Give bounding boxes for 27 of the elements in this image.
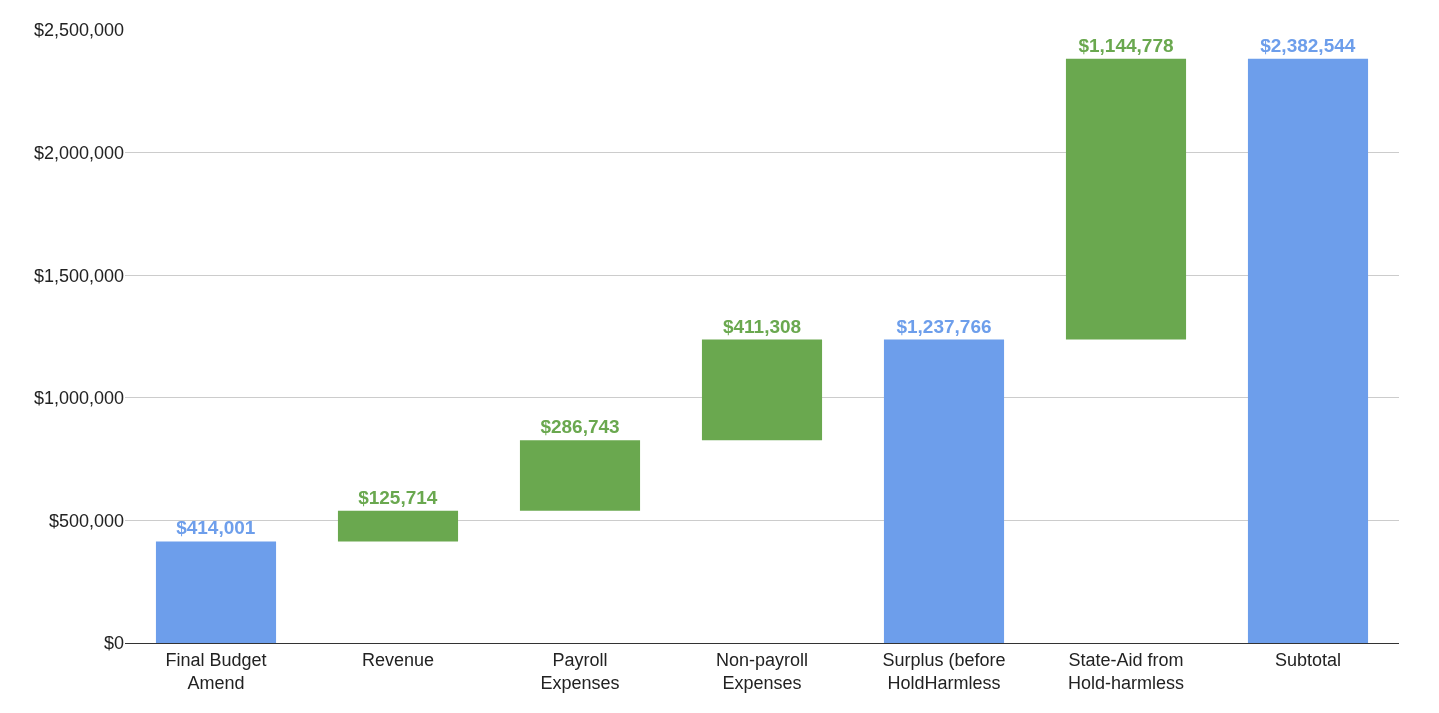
data-label: $1,144,778 (1078, 34, 1174, 56)
bar (883, 339, 1005, 643)
data-label: $1,237,766 (896, 315, 992, 337)
data-label: $411,308 (722, 315, 802, 337)
y-tick-label: $2,500,000 (33, 20, 124, 41)
y-tick-label: $1,500,000 (33, 265, 124, 286)
x-tick-label: Final Budget Amend (165, 649, 267, 693)
bar (1065, 58, 1187, 340)
y-tick-label: $500,000 (48, 510, 124, 531)
x-tick-label: Surplus (before HoldHarmless (882, 649, 1006, 693)
x-tick-label: State-Aid from Hold-harmless (1067, 649, 1185, 693)
data-label: $125,714 (358, 486, 438, 508)
y-tick-label: $0 (103, 633, 124, 654)
x-tick-label: Subtotal (1274, 649, 1342, 670)
x-tick-label: Payroll Expenses (540, 649, 620, 693)
bar (1247, 58, 1369, 643)
data-label: $414,001 (176, 517, 256, 539)
bar (519, 440, 641, 511)
bar (155, 541, 277, 643)
y-tick-label: $1,000,000 (33, 388, 124, 409)
bar (701, 339, 823, 441)
x-tick-label: Non-payroll Expenses (715, 649, 809, 693)
data-label: $286,743 (540, 416, 620, 438)
bar (337, 510, 459, 542)
x-tick-label: Revenue (361, 649, 435, 670)
y-tick-label: $2,000,000 (33, 142, 124, 163)
data-label: $2,382,544 (1260, 34, 1356, 56)
